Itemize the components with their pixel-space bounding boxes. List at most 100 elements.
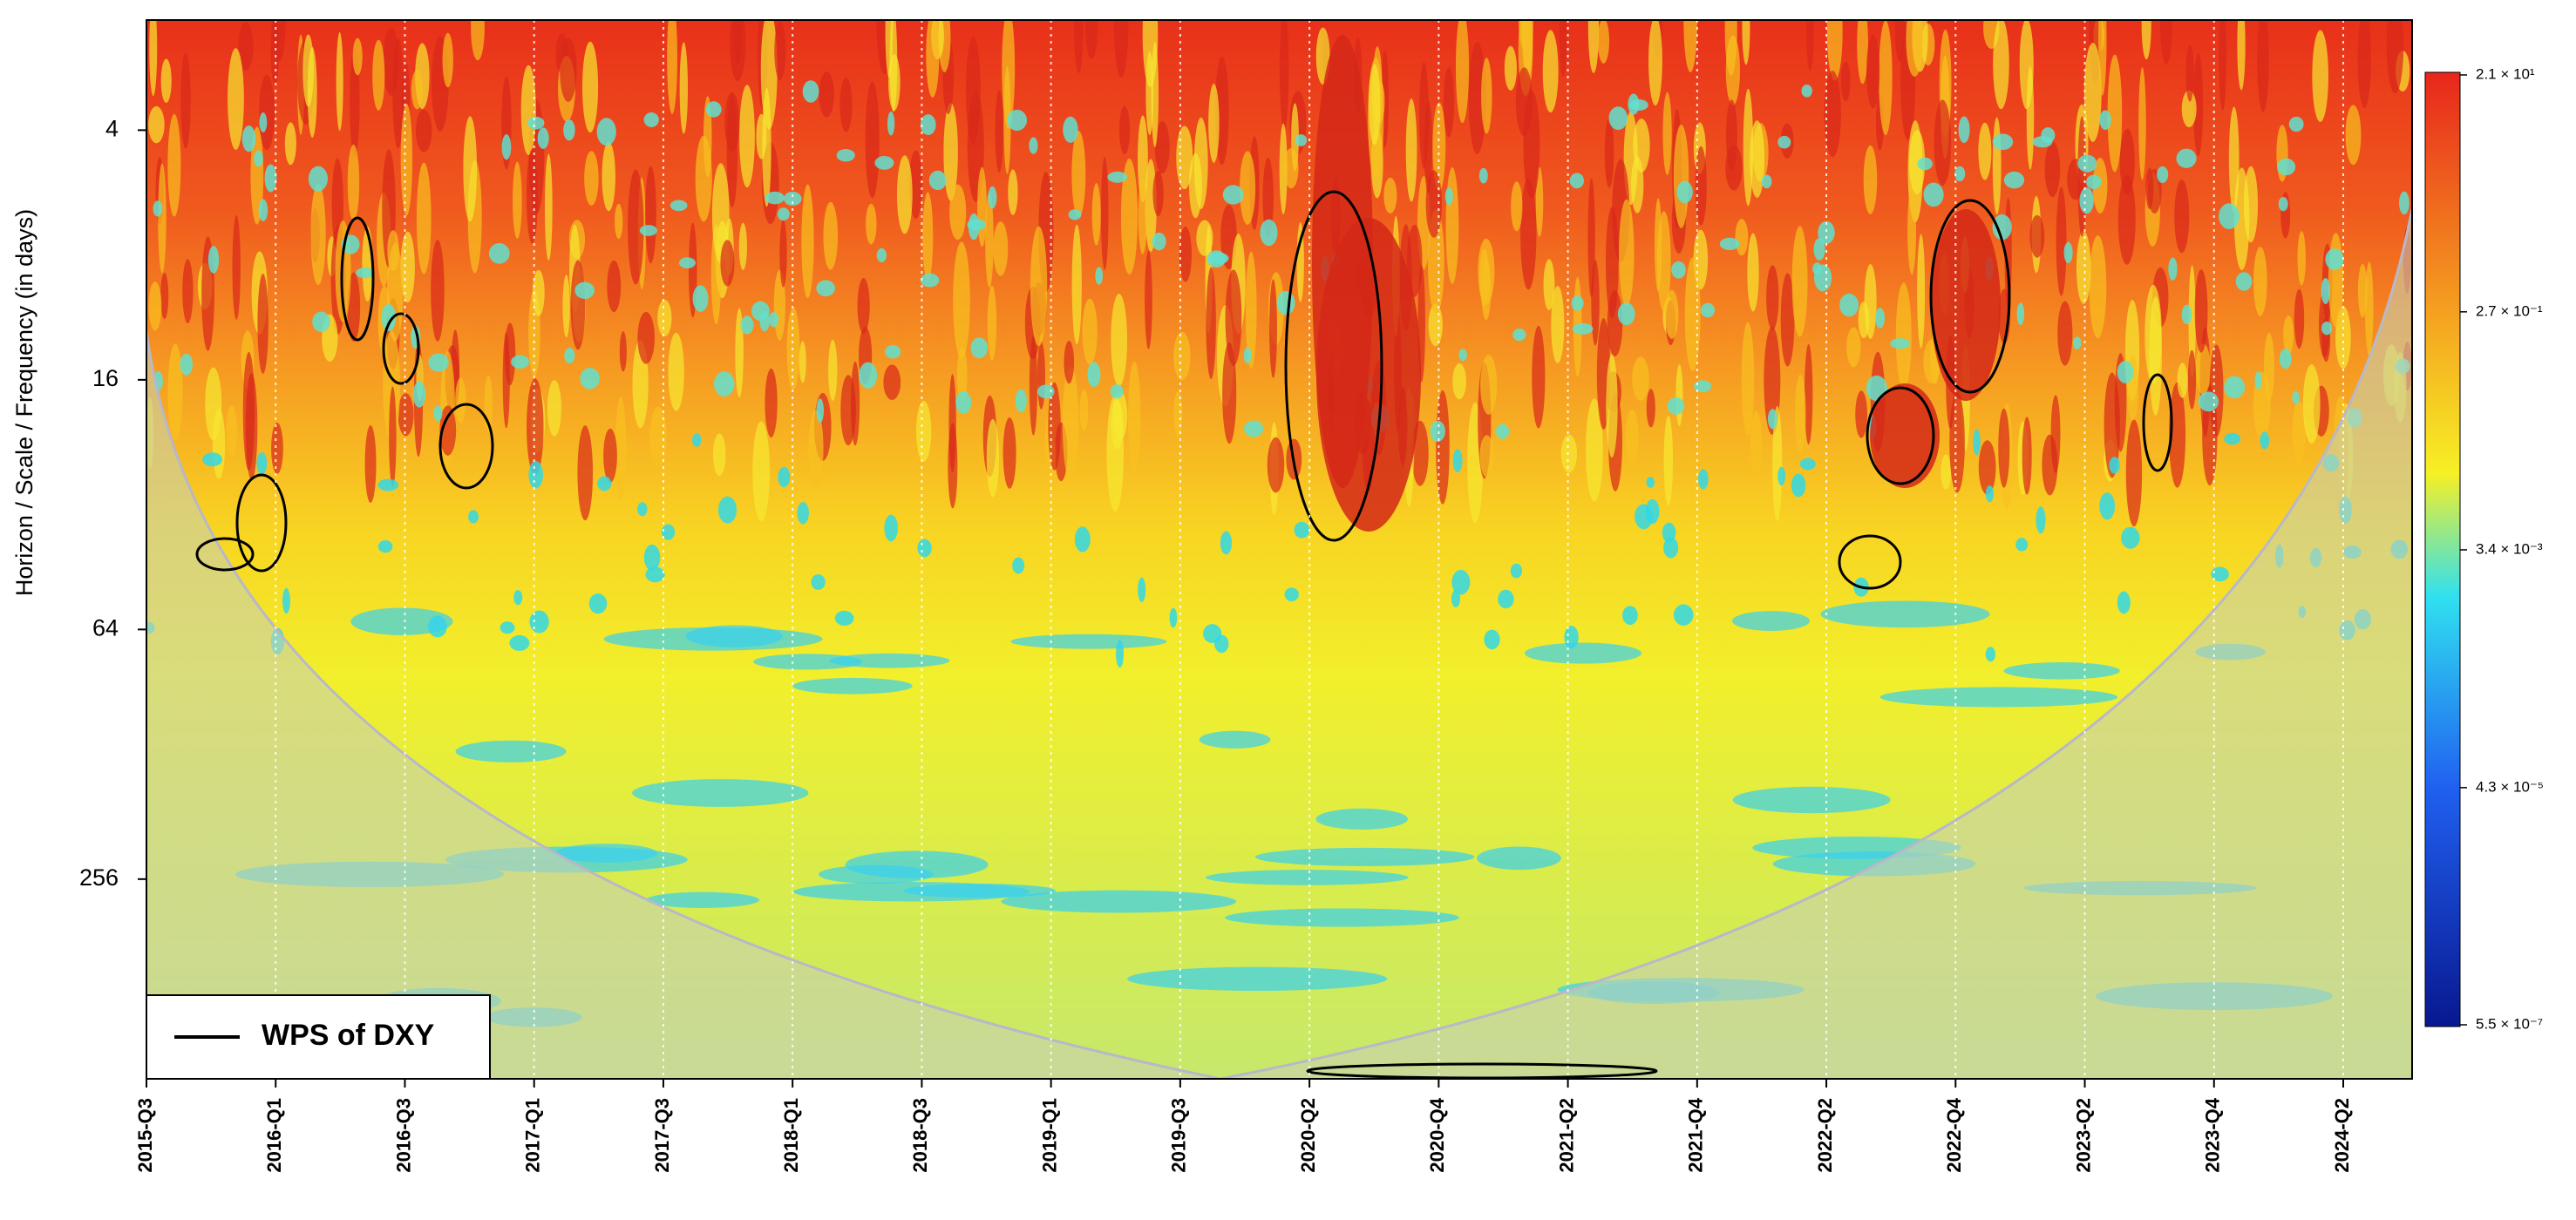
- texture: [738, 222, 747, 270]
- texture: [711, 163, 730, 264]
- texture: [792, 677, 913, 695]
- texture: [1645, 498, 1660, 525]
- texture: [2147, 168, 2162, 214]
- texture: [1949, 391, 1965, 493]
- texture: [836, 149, 855, 162]
- texture: [823, 201, 839, 270]
- texture: [816, 398, 824, 424]
- texture: [1260, 219, 1278, 247]
- texture: [1276, 290, 1295, 315]
- texture: [1767, 409, 1777, 430]
- texture: [433, 405, 443, 422]
- texture: [1127, 966, 1388, 991]
- texture: [667, 20, 677, 114]
- texture: [1743, 88, 1754, 207]
- texture: [431, 239, 445, 342]
- texture: [1940, 454, 1952, 490]
- texture: [428, 353, 449, 372]
- texture: [768, 312, 779, 328]
- texture: [2328, 233, 2343, 328]
- texture: [1267, 437, 1285, 493]
- texture: [797, 502, 809, 525]
- texture: [1315, 808, 1408, 830]
- texture: [1012, 557, 1025, 574]
- texture: [2099, 492, 2116, 520]
- texture: [1478, 167, 1488, 184]
- texture: [563, 119, 575, 141]
- texture: [1619, 199, 1635, 308]
- texture: [1199, 730, 1271, 749]
- texture: [2138, 67, 2146, 180]
- texture: [273, 20, 286, 62]
- texture: [603, 428, 617, 483]
- texture: [1907, 186, 1917, 275]
- texture: [1279, 20, 1289, 131]
- texture: [2119, 128, 2135, 195]
- x-tick-label: 2020-Q2: [1297, 1098, 1319, 1173]
- texture: [679, 42, 689, 134]
- texture: [2076, 231, 2091, 304]
- texture: [336, 31, 343, 132]
- texture: [352, 37, 363, 76]
- texture: [148, 105, 165, 144]
- texture: [1978, 122, 1992, 180]
- texture: [733, 20, 743, 64]
- texture: [1064, 341, 1075, 384]
- texture: [639, 225, 657, 236]
- texture: [1452, 363, 1466, 400]
- x-tick-label: 2020-Q4: [1426, 1097, 1448, 1172]
- texture: [637, 311, 655, 364]
- texture: [1225, 269, 1242, 366]
- texture: [2386, 20, 2404, 94]
- texture: [943, 103, 958, 201]
- texture: [1296, 221, 1304, 302]
- texture: [574, 281, 595, 299]
- texture: [637, 502, 648, 517]
- texture: [1747, 233, 1759, 312]
- texture: [1676, 180, 1693, 204]
- y-axis-label: Horizon / Scale / Frequency (in days): [11, 209, 37, 596]
- texture: [1152, 170, 1164, 217]
- texture: [1973, 429, 1981, 456]
- texture: [1879, 687, 2118, 708]
- texture: [1245, 251, 1257, 369]
- texture: [1458, 349, 1467, 362]
- texture: [2056, 186, 2067, 296]
- texture: [645, 566, 665, 583]
- texture: [1667, 396, 1685, 415]
- texture: [1665, 289, 1679, 339]
- texture: [1383, 177, 1397, 214]
- texture: [529, 610, 549, 634]
- texture: [1606, 354, 1618, 458]
- texture: [2077, 116, 2087, 237]
- texture: [995, 90, 1003, 173]
- texture: [1082, 298, 1098, 365]
- texture: [986, 418, 1000, 498]
- texture: [643, 112, 659, 127]
- texture: [1295, 134, 1308, 146]
- texture: [513, 590, 523, 606]
- texture: [1511, 181, 1523, 232]
- texture: [570, 260, 586, 350]
- colorbar-tick-label: 5.5 × 10⁻⁷: [2476, 1015, 2543, 1032]
- texture: [1294, 521, 1310, 539]
- texture: [528, 461, 543, 489]
- texture: [1542, 30, 1559, 113]
- texture: [1572, 322, 1594, 335]
- texture: [928, 170, 947, 191]
- texture: [1220, 531, 1233, 555]
- texture: [657, 299, 672, 336]
- texture: [724, 92, 740, 152]
- x-tick-label: 2018-Q3: [909, 1098, 931, 1173]
- texture: [362, 226, 373, 302]
- texture: [2079, 187, 2094, 214]
- texture: [2099, 110, 2111, 131]
- texture: [1030, 226, 1048, 347]
- texture: [1504, 45, 1517, 91]
- texture: [2089, 235, 2107, 339]
- texture: [1520, 178, 1537, 290]
- texture: [167, 343, 183, 441]
- texture: [1725, 145, 1743, 191]
- texture: [562, 274, 570, 338]
- texture: [527, 116, 545, 130]
